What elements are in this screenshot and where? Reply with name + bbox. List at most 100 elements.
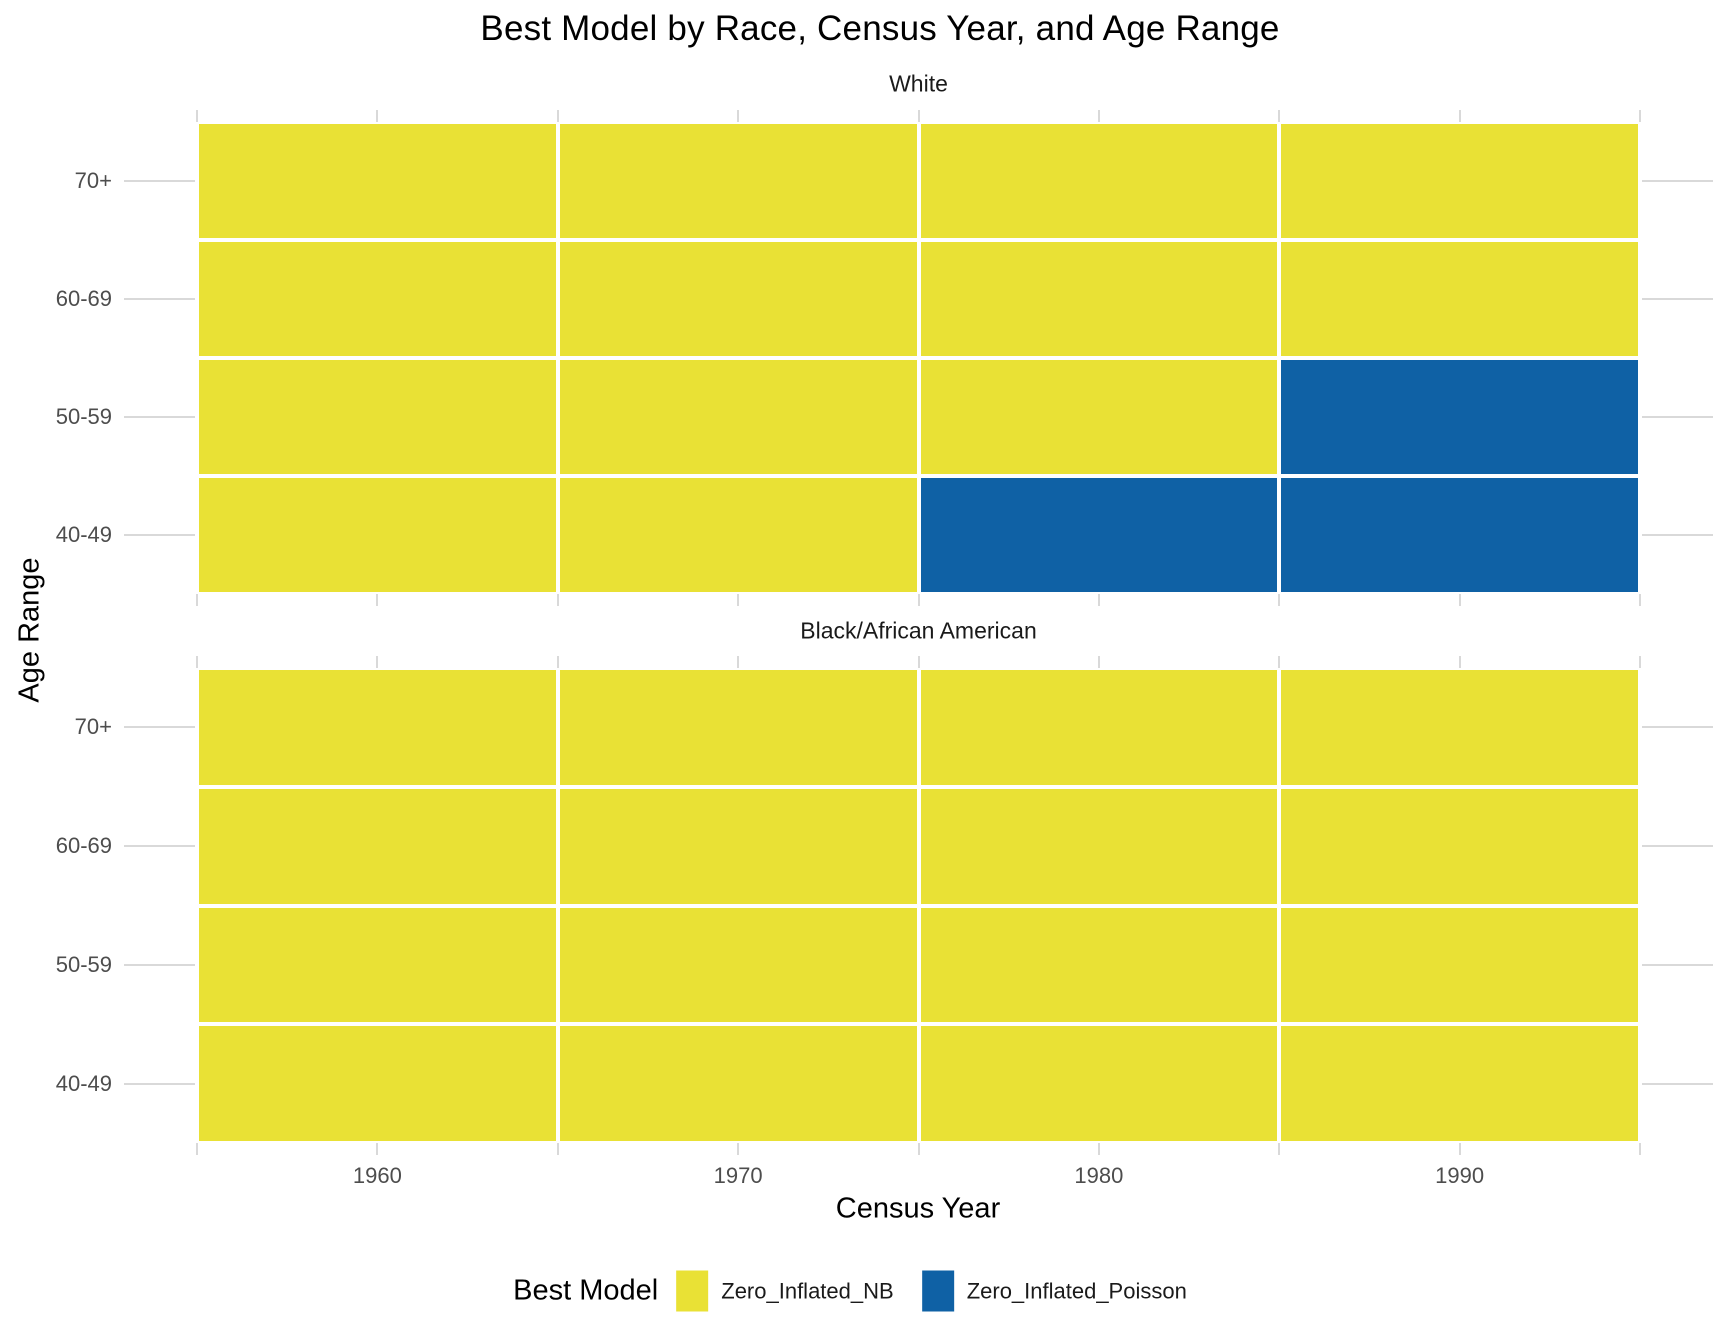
x-tick-label: 1970 [713,1163,763,1188]
grid-line-y [124,845,195,847]
grid-line-x [1098,656,1100,668]
heatmap-tile [918,476,1280,594]
heatmap-tile [918,358,1280,476]
grid-line-x [1459,1143,1461,1155]
grid-line-x [1639,1143,1641,1155]
facet-strip-label: White [889,70,948,97]
y-tick-label: 50-59 [55,951,112,977]
heatmap-tile [918,240,1280,358]
grid-line-x [1278,594,1280,606]
heatmap-tile [197,240,558,358]
y-tick-label: 40-49 [55,522,112,547]
heatmap-tile [1279,1024,1640,1143]
heatmap-tile [557,905,919,1025]
y-tick-label: 50-59 [55,404,112,429]
grid-line-x [1459,594,1461,606]
grid-line-x [196,110,198,122]
x-tick-label: 1980 [1074,1163,1124,1188]
heatmap-tile [918,122,1280,240]
grid-line-y [1642,1083,1713,1085]
legend: Best Model Zero_Inflated_NB Zero_Inflated… [513,1270,1215,1312]
grid-line-x [1278,110,1280,122]
grid-line-y [124,726,195,728]
heatmap-tile [557,240,919,358]
facet-panel [124,110,1713,606]
heatmap-tile [197,1024,558,1143]
legend-entry-label: Zero_Inflated_NB [721,1278,894,1303]
grid-line-x [376,110,378,122]
y-tick-label: 40-49 [55,1070,112,1096]
y-tick-label: 70+ [74,714,112,740]
grid-line-x [196,594,198,606]
x-axis-title: Census Year [835,1192,1001,1225]
legend-entries: Zero_Inflated_NB Zero_Inflated_Poisson [676,1270,1215,1312]
grid-line-x [1098,110,1100,122]
grid-line-y [1642,964,1713,966]
heatmap-tile [1279,786,1640,906]
grid-line-x [1098,594,1100,606]
heatmap-tile [557,786,919,906]
y-tick-label: 60-69 [55,286,112,311]
chart-title: Best Model by Race, Census Year, and Age… [480,9,1280,48]
heatmap-tile [197,122,558,240]
heatmap-tile [197,476,558,594]
heatmap-tile [557,668,919,787]
heatmap-tile [918,905,1280,1025]
grid-line-x [918,110,920,122]
y-tick-label: 60-69 [55,833,112,859]
heatmap-tile [918,1024,1280,1143]
grid-line-x [1459,110,1461,122]
legend-entry-label: Zero_Inflated_Poisson [966,1278,1187,1303]
grid-line-x [918,1143,920,1155]
grid-line-x [918,656,920,668]
heatmap-tile [1279,358,1640,476]
grid-line-x [1278,1143,1280,1155]
grid-line-x [1098,1143,1100,1155]
grid-line-x [557,656,559,668]
heatmap-tile [197,905,558,1025]
grid-line-x [1459,656,1461,668]
grid-line-x [918,594,920,606]
grid-line-y [124,298,195,300]
heatmap-tile [1279,476,1640,594]
heatmap-tile [1279,668,1640,787]
grid-line-x [1639,656,1641,668]
grid-line-x [376,1143,378,1155]
grid-line-y [1642,845,1713,847]
grid-line-y [1642,726,1713,728]
facet-panel [124,656,1713,1155]
grid-line-x [737,594,739,606]
grid-line-x [196,656,198,668]
grid-line-x [557,1143,559,1155]
grid-line-x [1639,594,1641,606]
legend-title: Best Model [513,1274,659,1307]
grid-line-x [737,656,739,668]
grid-line-y [1642,534,1713,536]
heatmap-tile [1279,905,1640,1025]
heatmap-tile [1279,122,1640,240]
grid-line-x [196,1143,198,1155]
heatmap-tile [557,476,919,594]
heatmap-tile [197,786,558,906]
heatmap-tile [197,668,558,787]
heatmap-tile [918,668,1280,787]
grid-line-x [376,594,378,606]
x-tick-label: 1990 [1435,1163,1485,1188]
grid-line-y [124,180,195,182]
y-axis-title: Age Range [13,557,46,703]
grid-line-x [557,110,559,122]
grid-line-x [737,1143,739,1155]
y-tick-label: 70+ [74,168,112,193]
grid-line-y [1642,180,1713,182]
heatmap-tile [557,1024,919,1143]
facet-strip-label: Black/African American [800,617,1037,644]
legend-key-swatch [676,1270,709,1312]
heatmap-tile [197,358,558,476]
grid-line-x [557,594,559,606]
heatmap-tile [557,358,919,476]
x-tick-label: 1960 [352,1163,402,1188]
grid-line-y [124,416,195,418]
heatmap-tile [918,786,1280,906]
grid-line-x [737,110,739,122]
heatmap-tile [557,122,919,240]
